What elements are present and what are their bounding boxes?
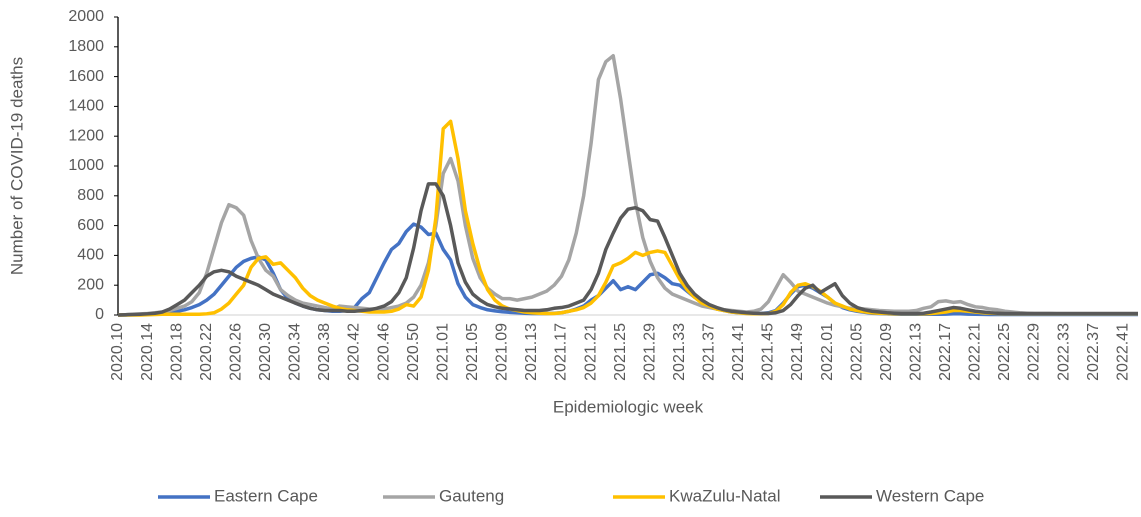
y-tick-label: 1600 — [68, 68, 104, 85]
x-tick-label: 2022.21 — [967, 323, 984, 381]
x-tick-label: 2020.22 — [198, 323, 215, 381]
y-tick-label: 1400 — [68, 98, 104, 115]
x-tick-label: 2022.13 — [907, 323, 924, 381]
y-tick-label: 2000 — [68, 8, 104, 25]
x-tick-label: 2021.33 — [671, 323, 688, 381]
x-tick-label: 2021.41 — [730, 323, 747, 381]
x-tick-label: 2021.49 — [789, 323, 806, 381]
x-tick-label: 2022.33 — [1055, 323, 1072, 381]
legend-label: Gauteng — [439, 486, 504, 505]
x-tick-label: 2021.29 — [641, 323, 658, 381]
x-tick-label: 2021.25 — [612, 323, 629, 381]
x-tick-label: 2022.25 — [996, 323, 1013, 381]
legend-label: Western Cape — [876, 486, 984, 505]
legend-label: Eastern Cape — [214, 486, 318, 505]
x-tick-label: 2021.17 — [553, 323, 570, 381]
x-tick-label: 2022.37 — [1085, 323, 1102, 381]
y-tick-label: 200 — [77, 276, 104, 293]
legend-label: KwaZulu-Natal — [669, 486, 781, 505]
x-axis-title: Epidemiologic week — [553, 397, 704, 416]
y-tick-label: 400 — [77, 247, 104, 264]
y-tick-label: 600 — [77, 217, 104, 234]
x-tick-label: 2020.38 — [316, 323, 333, 381]
series-line — [117, 182, 1138, 317]
x-tick-label: 2021.37 — [701, 323, 718, 381]
x-tick-label: 2020.46 — [375, 323, 392, 381]
x-tick-label: 2020.42 — [346, 323, 363, 381]
x-tick-label: 2020.18 — [168, 323, 185, 381]
x-tick-label: 2020.30 — [257, 323, 274, 381]
x-tick-label: 2021.05 — [464, 323, 481, 381]
x-tick-label: 2022.09 — [878, 323, 895, 381]
series-line — [118, 222, 1138, 317]
x-tick-label: 2021.21 — [582, 323, 599, 381]
x-tick-label: 2021.13 — [523, 323, 540, 381]
y-axis-title: Number of COVID-19 deaths — [7, 57, 26, 275]
y-tick-label: 1800 — [68, 38, 104, 55]
x-tick-label: 2020.26 — [227, 323, 244, 381]
x-tick-label: 2020.34 — [287, 323, 304, 381]
x-tick-label: 2021.09 — [494, 323, 511, 381]
x-tick-label: 2021.45 — [760, 323, 777, 381]
y-tick-label: 800 — [77, 187, 104, 204]
x-tick-label: 2022.41 — [1114, 323, 1131, 381]
x-tick-label: 2022.29 — [1026, 323, 1043, 381]
x-tick-label: 2020.14 — [139, 323, 156, 381]
x-tick-label: 2022.01 — [819, 323, 836, 381]
x-tick-label: 2020.50 — [405, 323, 422, 381]
y-tick-label: 1000 — [68, 157, 104, 174]
x-tick-label: 2022.05 — [848, 323, 865, 381]
series-line — [117, 53, 1138, 317]
y-tick-label: 1200 — [68, 127, 104, 144]
x-tick-label: 2021.01 — [434, 323, 451, 381]
x-tick-label: 2020.10 — [109, 323, 126, 381]
y-tick-label: 0 — [95, 306, 104, 323]
x-tick-label: 2022.17 — [937, 323, 954, 381]
